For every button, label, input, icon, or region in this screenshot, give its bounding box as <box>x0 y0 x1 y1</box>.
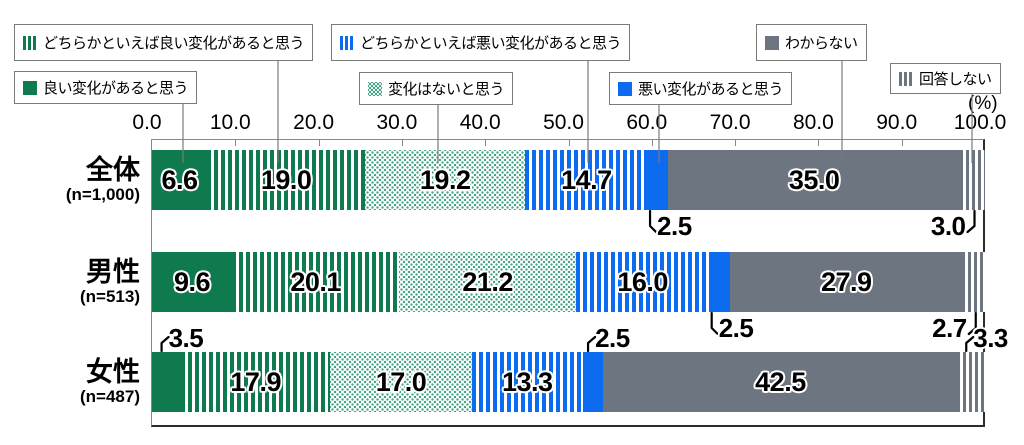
legend-swatch-green-solid-icon <box>23 80 37 95</box>
category-label: 男性 <box>86 256 140 287</box>
value-label: 14.7 <box>561 164 612 195</box>
axis-tickmark <box>318 140 320 146</box>
axis-tick-label: 70.0 <box>709 111 751 134</box>
category-label: 全体 <box>86 154 140 185</box>
segment-male-good: 9.6 <box>152 252 232 312</box>
axis-tickmark <box>735 140 737 146</box>
axis-tickmark <box>818 140 820 146</box>
legend-label: 回答しない <box>919 71 992 88</box>
value-label: 17.0 <box>375 366 427 397</box>
segment-total-bad <box>647 150 669 210</box>
value-label-callout: 2.5 <box>718 313 754 343</box>
axis-tickmark <box>651 140 653 146</box>
segment-female-good <box>152 352 182 412</box>
value-label: 17.9 <box>230 366 281 397</box>
value-label-callout: 3.3 <box>973 323 1008 353</box>
segment-female-bad <box>582 352 604 412</box>
segment-male-bad <box>709 252 731 312</box>
value-label-callout: 2.5 <box>595 323 630 353</box>
axis-tick-label: 20.0 <box>293 111 335 134</box>
segment-female-no-answer <box>957 352 985 412</box>
value-label: 16.0 <box>617 266 668 297</box>
value-label: 13.3 <box>501 366 553 397</box>
sample-size-label: (n=487) <box>80 386 140 406</box>
value-label-callout: 2.7 <box>932 313 967 343</box>
axis-tick-label: 30.0 <box>376 111 418 134</box>
legend-label: どちらかといえば良い変化があると思う <box>43 35 305 52</box>
segment-female-rather-good: 17.9 <box>181 352 331 412</box>
legend-item-dont-know: わからない <box>756 24 867 61</box>
sample-size-label: (n=1,000) <box>65 184 140 204</box>
value-label-callout: 3.0 <box>930 211 966 241</box>
legend-swatch-blue-stripes-icon <box>340 35 354 50</box>
axis-tick-label: 50.0 <box>543 111 584 134</box>
legend-item-bad: 悪い変化があると思う <box>609 72 793 105</box>
value-label: 6.6 <box>161 164 198 195</box>
bar-male: 9.6 20.1 21.2 16.0 27.9 <box>152 252 985 312</box>
axis-unit-label: (%) <box>968 93 998 114</box>
segment-total-dont-know: 35.0 <box>668 150 960 210</box>
value-label: 19.0 <box>260 164 312 195</box>
segment-male-rather-bad: 16.0 <box>575 252 710 312</box>
axis-tickmark <box>401 140 403 146</box>
value-label: 35.0 <box>788 164 840 195</box>
axis-tick-label: 40.0 <box>459 111 501 134</box>
value-label: 19.2 <box>419 164 471 195</box>
value-label: 42.5 <box>755 366 806 397</box>
legend-swatch-gray-solid-icon <box>765 35 779 50</box>
row-label-male: 男性 (n=513) <box>0 250 145 314</box>
row-label-female: 女性 (n=487) <box>0 350 145 414</box>
legend-swatch-blue-solid-icon <box>618 81 632 96</box>
segment-total-rather-good: 19.0 <box>206 150 366 210</box>
legend-label: 変化はないと思う <box>388 81 505 98</box>
value-label-callout: 3.5 <box>168 323 204 353</box>
segment-male-no-answer <box>962 252 985 312</box>
value-label: 27.9 <box>820 266 872 297</box>
value-label: 9.6 <box>173 266 211 297</box>
segment-male-rather-good: 20.1 <box>231 252 400 312</box>
legend-item-no-change: 変化はないと思う <box>359 72 514 105</box>
segment-total-no-answer <box>959 150 985 210</box>
segment-female-no-change: 17.0 <box>330 352 472 412</box>
axis-tick-label: 0.0 <box>132 111 162 134</box>
segment-female-dont-know: 42.5 <box>603 352 958 412</box>
sample-size-label: (n=513) <box>80 286 140 306</box>
legend-label: 悪い変化があると思う <box>638 81 784 98</box>
segment-male-dont-know: 27.9 <box>730 252 963 312</box>
axis-tick-label: 100.0 <box>953 111 1007 134</box>
value-label: 20.1 <box>290 266 341 297</box>
legend-label: どちらかといえば悪い変化があると思う <box>360 35 622 52</box>
value-label: 21.2 <box>462 266 513 297</box>
legend-label: 良い変化があると思う <box>43 80 189 97</box>
bar-total: 6.6 19.0 19.2 14.7 35.0 <box>152 150 985 210</box>
segment-total-rather-bad: 14.7 <box>525 150 648 210</box>
segment-total-no-change: 19.2 <box>365 150 526 210</box>
axis-tickmark <box>485 140 487 146</box>
segment-female-rather-bad: 13.3 <box>471 352 583 412</box>
value-label-callout: 2.5 <box>657 211 692 241</box>
axis-tickmark <box>568 140 570 146</box>
segment-total-good: 6.6 <box>152 150 207 210</box>
segment-male-no-change: 21.2 <box>399 252 576 312</box>
legend-item-rather-good: どちらかといえば良い変化があると思う <box>14 24 314 61</box>
axis-tick-label: 10.0 <box>209 111 251 134</box>
legend-item-good: 良い変化があると思う <box>14 71 198 104</box>
axis-tickmark <box>235 140 237 146</box>
category-label: 女性 <box>86 356 140 387</box>
axis-tick-label: 90.0 <box>876 111 918 134</box>
axis-tick-label: 60.0 <box>626 111 668 134</box>
legend-swatch-green-dots-icon <box>368 81 382 96</box>
axis-tickmark <box>901 140 903 146</box>
axis-tick-label: 80.0 <box>792 111 834 134</box>
legend-item-rather-bad: どちらかといえば悪い変化があると思う <box>331 24 631 61</box>
legend-swatch-gray-stripes-icon <box>899 71 913 86</box>
legend-swatch-green-stripes-icon <box>23 35 37 50</box>
legend-item-no-answer: 回答しない <box>890 63 1001 94</box>
row-label-total: 全体 (n=1,000) <box>0 148 145 212</box>
legend-label: わからない <box>785 35 858 52</box>
bar-female: 17.9 17.0 13.3 42.5 <box>152 352 985 412</box>
